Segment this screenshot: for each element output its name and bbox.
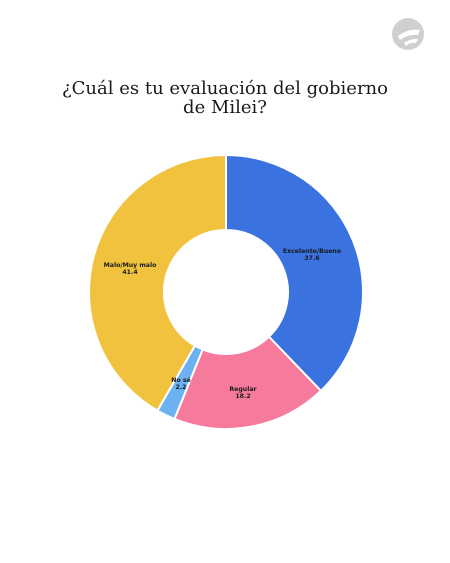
slice-label-excelente-bueno: Excelente/Bueno [283, 248, 341, 255]
donut-slices [88, 153, 364, 430]
brand-logo-icon [392, 18, 424, 50]
slice-value-no-s: 2.2 [176, 384, 187, 391]
chart-title-line-2: de Milei? [183, 97, 267, 118]
slice-malo-muy-malo [88, 153, 227, 412]
slice-label-regular: Regular [229, 386, 257, 393]
slice-value-malo-muy-malo: 41.4 [122, 269, 138, 276]
chart-title: ¿Cuál es tu evaluación del gobierno de M… [60, 79, 390, 117]
slice-value-excelente-bueno: 37.6 [304, 255, 319, 262]
slice-label-no-s: No sé [171, 376, 190, 384]
chart-title-line-1: ¿Cuál es tu evaluación del gobierno [62, 78, 388, 99]
slice-regular [173, 335, 323, 430]
slice-value-regular: 18.2 [235, 393, 250, 400]
slice-label-malo-muy-malo: Malo/Muy malo [104, 262, 157, 269]
slice-excelente-bueno [225, 153, 364, 393]
